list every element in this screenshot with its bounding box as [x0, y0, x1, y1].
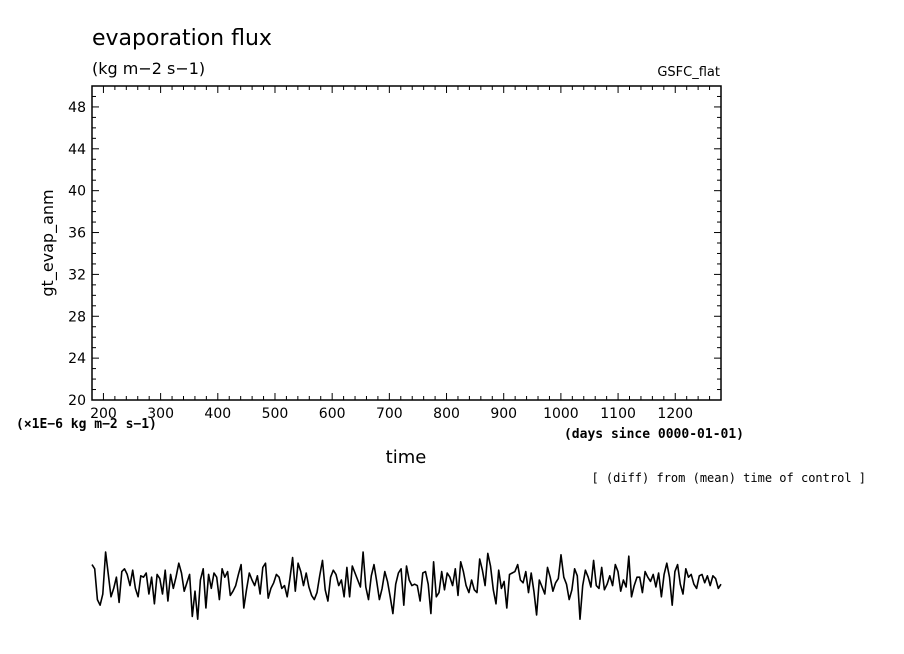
- y-axis: 20 24 28 32 36 40 44 48: [68, 85, 721, 409]
- chart-title: evaporation flux: [92, 26, 272, 51]
- y-tick-label: 40: [68, 184, 86, 200]
- x-tick-label: 1200: [657, 406, 693, 422]
- y-tick-label: 32: [68, 267, 86, 283]
- x-tick-label: 500: [262, 406, 289, 422]
- x-tick-label: 200: [90, 406, 117, 422]
- x-tick-label: 600: [319, 406, 346, 422]
- y-tick-label: 24: [68, 351, 86, 367]
- y-tick-label: 28: [68, 309, 86, 325]
- diff-note: [ (diff) from (mean) time of control ]: [591, 471, 866, 485]
- y-scale-note: (×1E−6 kg m−2 s−1): [16, 417, 157, 432]
- x-tick-label: 1000: [543, 406, 579, 422]
- x-tick-label: 1100: [600, 406, 636, 422]
- x-tick-label: 900: [490, 406, 517, 422]
- y-tick-label: 44: [68, 142, 86, 158]
- x-tick-label: 400: [204, 406, 231, 422]
- y-tick-label: 48: [68, 100, 86, 116]
- y-tick-label: 20: [68, 393, 86, 409]
- x-tick-label: 800: [433, 406, 460, 422]
- anomaly-series-line: [91, 551, 722, 620]
- x-tick-label: 300: [147, 406, 174, 422]
- plot-frame: [91, 85, 722, 401]
- y-tick-label: 36: [68, 226, 86, 242]
- chart-units: (kg m−2 s−1): [92, 59, 205, 78]
- dataset-label: GSFC_flat: [657, 65, 720, 80]
- x-axis-label: time: [386, 447, 427, 468]
- x-tick-label: 700: [376, 406, 403, 422]
- y-axis-label: gt_evap_anm: [38, 189, 58, 296]
- x-units-note: (days since 0000-01-01): [564, 427, 744, 442]
- x-axis: 200 300 400 500 600 700 800 900 1000 1100 1200: [90, 86, 722, 422]
